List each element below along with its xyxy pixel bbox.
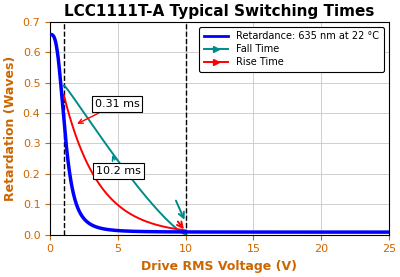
- Y-axis label: Retardation (Waves): Retardation (Waves): [4, 55, 17, 201]
- X-axis label: Drive RMS Voltage (V): Drive RMS Voltage (V): [142, 260, 298, 273]
- Text: THORLABS: THORLABS: [270, 45, 325, 54]
- Title: LCC1111T-A Typical Switching Times: LCC1111T-A Typical Switching Times: [64, 4, 375, 19]
- Text: 0.31 ms: 0.31 ms: [78, 99, 140, 123]
- Legend: Retardance: 635 nm at 22 °C, Fall Time, Rise Time: Retardance: 635 nm at 22 °C, Fall Time, …: [199, 27, 384, 72]
- Text: 10.2 ms: 10.2 ms: [96, 157, 141, 176]
